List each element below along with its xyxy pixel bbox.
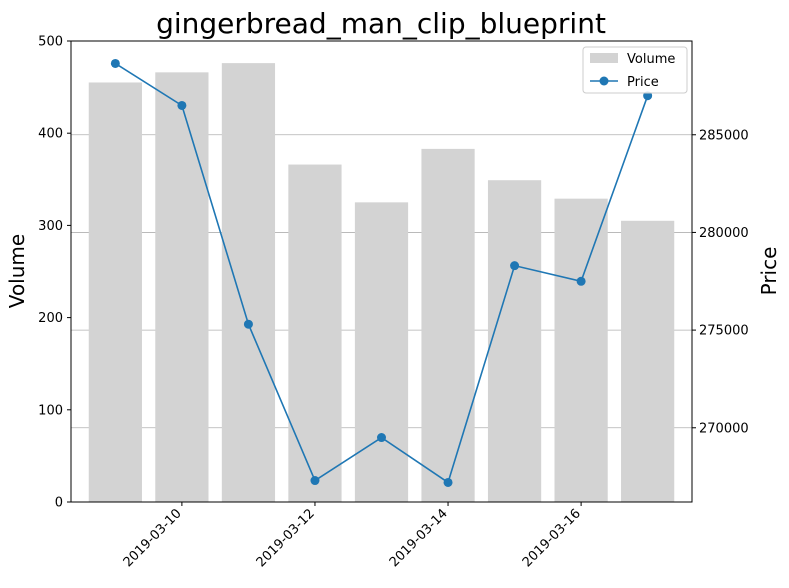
price-point	[243, 319, 253, 329]
legend-volume-label: Volume	[627, 52, 675, 67]
price-point	[377, 433, 386, 443]
y-left-tick-label: 400	[38, 127, 63, 142]
volume-bar	[421, 148, 475, 502]
price-point	[310, 476, 320, 486]
legend-volume-swatch	[590, 53, 618, 63]
volume-bar	[554, 198, 608, 503]
price-point	[576, 276, 586, 286]
volume-bar	[155, 72, 209, 503]
y-left-tick-label: 0	[55, 496, 63, 511]
y-axis-right-label: Price	[757, 247, 781, 296]
x-tick-label: 2019-03-10	[121, 506, 185, 570]
legend-price-label: Price	[627, 75, 659, 90]
x-tick-label: 2019-03-14	[387, 506, 451, 570]
y-right-tick-label: 275000	[699, 324, 749, 339]
legend-price-marker	[599, 76, 609, 86]
y-axis-right: 270000 275000 280000 285000	[692, 128, 749, 436]
volume-bar	[621, 220, 675, 503]
x-axis: 2019-03-10 2019-03-12 2019-03-14 2019-03-16	[121, 502, 584, 570]
volume-bars	[88, 63, 675, 503]
price-line-series	[110, 58, 653, 487]
price-point	[177, 100, 187, 110]
y-left-tick-label: 100	[38, 403, 63, 418]
price-point	[110, 58, 120, 68]
price-point	[443, 477, 453, 487]
volume-bar	[88, 82, 142, 503]
volume-bar	[288, 164, 342, 502]
y-left-tick-label: 500	[38, 35, 63, 50]
x-tick-label: 2019-03-16	[520, 506, 584, 570]
chart-title: gingerbread_man_clip_blueprint	[156, 7, 606, 40]
y-right-tick-label: 285000	[699, 128, 749, 143]
y-left-tick-label: 200	[38, 311, 63, 326]
volume-bar	[487, 180, 542, 503]
plot-frame	[70, 40, 693, 503]
y-right-tick-label: 270000	[699, 421, 749, 436]
y-left-tick-label: 300	[38, 219, 63, 234]
y-axis-left-label: Volume	[5, 234, 29, 308]
volume-bar	[221, 63, 276, 503]
legend: Volume Price	[582, 46, 688, 94]
y-axis-left: 0 100 200 300 400 500	[38, 35, 71, 511]
volume-bar	[354, 202, 409, 502]
price-point	[510, 261, 520, 271]
y-right-tick-label: 280000	[699, 226, 749, 241]
x-tick-label: 2019-03-12	[254, 506, 318, 570]
